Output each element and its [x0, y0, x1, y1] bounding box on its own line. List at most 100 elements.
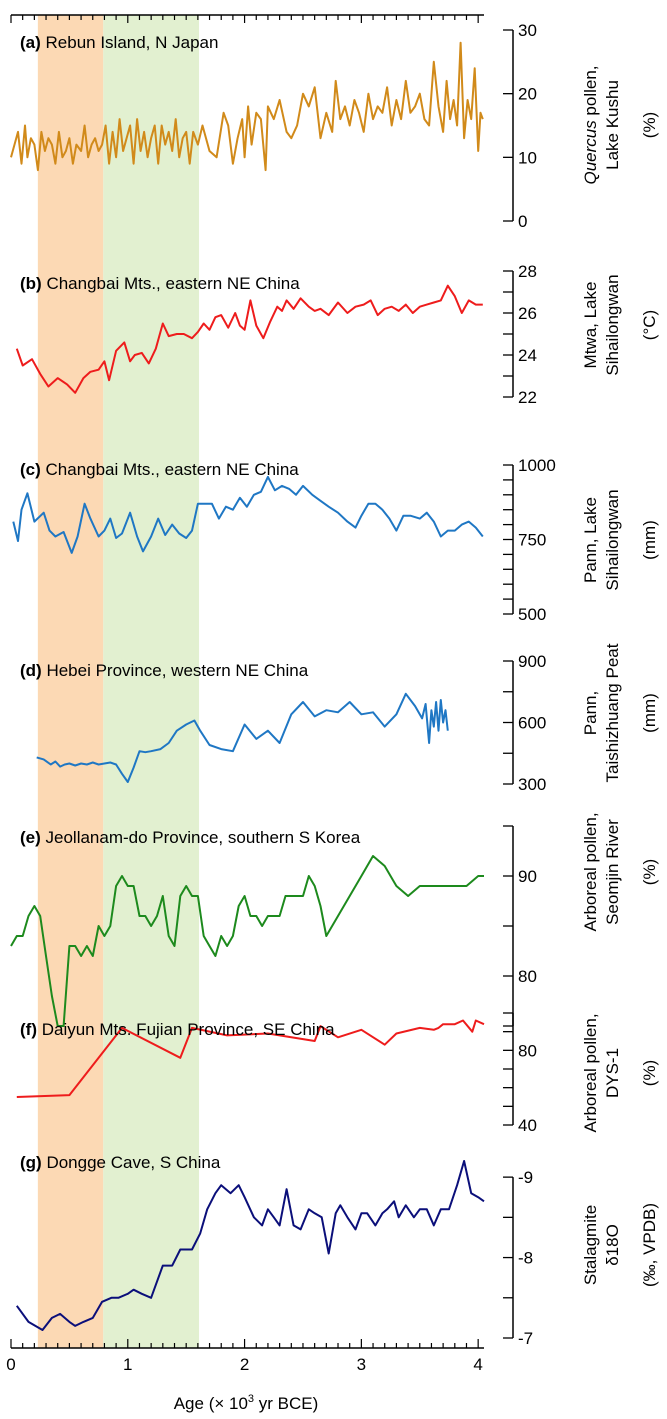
- panel-letter: (c): [20, 460, 41, 479]
- y-axis-label-text: Arboreal pollen,: [581, 812, 600, 931]
- panel-f: 40 80 (f) Daiyun Mts. Fujian Province, SE …: [16, 1012, 659, 1135]
- top-axis: [10, 14, 484, 23]
- y-axis-label-line1: Mtwa, Lake: [581, 282, 600, 369]
- panel-site: Changbai Mts., eastern NE China: [42, 274, 301, 293]
- panel-title: (e) Jeollanam-do Province, southern S Ko…: [20, 828, 361, 847]
- y-tick-label: 750: [518, 531, 546, 550]
- series-line: [10, 41, 484, 172]
- panel-title: (b) Changbai Mts., eastern NE China: [20, 274, 300, 293]
- y-axis-label-line2: Sihailongwan: [603, 489, 622, 590]
- panels: 0 10 20 30 (a) Rebun Island, N Japan Quercus …: [10, 21, 659, 1348]
- panel-title: (a) Rebun Island, N Japan: [20, 33, 218, 52]
- y-axis-label-text: Pann, Lake: [581, 497, 600, 583]
- y-axis-unit: (%): [640, 1060, 659, 1086]
- y-tick-label: 30: [518, 21, 537, 40]
- y-axis-label-line1: Pann, Lake: [581, 497, 600, 583]
- panel-b: 22 24 26 28 (b) Changbai Mts., eastern NE Ch…: [15, 262, 659, 407]
- y-tick-label: -9: [518, 1168, 533, 1187]
- y-tick-label: 0: [518, 212, 527, 231]
- panel-c: 500 750 1000 (c) Changbai Mts., eastern NE …: [12, 456, 659, 624]
- panel-site: Jeollanam-do Province, southern S Korea: [41, 828, 361, 847]
- panel-title: (d) Hebei Province, western NE China: [20, 661, 309, 680]
- panel-letter: (b): [20, 274, 42, 293]
- panel-site: Rebun Island, N Japan: [41, 33, 219, 52]
- series-line: [36, 692, 449, 783]
- bottom-axis-tick-label: 2: [240, 1355, 249, 1374]
- y-tick-label: 22: [518, 388, 537, 407]
- x-axis-label-suffix: yr BCE): [254, 1394, 318, 1413]
- panel-letter: (d): [20, 661, 42, 680]
- y-axis-label-line2: Sihailongwan: [603, 274, 622, 375]
- y-axis-unit: (%): [640, 859, 659, 885]
- y-tick-label: 1000: [518, 456, 556, 475]
- panel-letter: (e): [20, 828, 41, 847]
- shaded-bands: [37, 15, 200, 1348]
- y-tick-label: 300: [518, 775, 546, 794]
- y-axis-label-line1: Arboreal pollen,: [581, 1013, 600, 1132]
- y-axis-label-line1: Pann,: [581, 691, 600, 735]
- y-axis-label-text: Pann,: [581, 691, 600, 735]
- panel-a: 0 10 20 30 (a) Rebun Island, N Japan Quercus …: [10, 21, 659, 231]
- panel-title: (f) Daiyun Mts. Fujian Province, SE Chin…: [20, 1020, 335, 1039]
- panel-g: -7 -8 -9 (g) Dongge Cave, S China Stalagmite…: [15, 1153, 659, 1348]
- panel-site: Hebei Province, western NE China: [42, 661, 309, 680]
- x-axis-label-prefix: Age (× 10: [174, 1394, 248, 1413]
- y-tick-label: 10: [518, 148, 537, 167]
- y-axis-label-suffix: pollen,: [581, 65, 600, 120]
- y-axis-label-line2: Lake Kushu: [603, 80, 622, 170]
- panel-letter: (a): [20, 33, 41, 52]
- y-axis-label-line2: DYS-1: [603, 1048, 622, 1098]
- x-axis-label: Age (× 103 yr BCE): [174, 1393, 319, 1413]
- panel-d: 300 600 900 (d) Hebei Province, western NE …: [20, 643, 659, 794]
- y-tick-label: 600: [518, 714, 546, 733]
- y-axis-label-line2: Taishizhuang Peat: [603, 643, 622, 782]
- y-tick-label: 80: [518, 967, 537, 986]
- panel-site: Daiyun Mts. Fujian Province, SE China: [37, 1020, 335, 1039]
- bottom-axis-tick-label: 4: [473, 1355, 482, 1374]
- x-axis-label-superscript: 3: [248, 1393, 254, 1405]
- y-axis-label-text: Stalagmite: [581, 1205, 600, 1285]
- panel-site: Changbai Mts., eastern NE China: [41, 460, 300, 479]
- bottom-axis-tick-label: 1: [123, 1355, 132, 1374]
- y-tick-label: 26: [518, 304, 537, 323]
- panel-title: (g) Dongge Cave, S China: [20, 1153, 221, 1172]
- series-line: [12, 475, 484, 554]
- shaded-band-2: [103, 15, 200, 1348]
- y-axis-label-line2: Seomjin River: [603, 819, 622, 925]
- y-tick-label: 20: [518, 85, 537, 104]
- y-tick-label: -7: [518, 1329, 533, 1348]
- series-line: [15, 1160, 485, 1331]
- y-tick-label: 28: [518, 262, 537, 281]
- panel-site: Dongge Cave, S China: [42, 1153, 221, 1172]
- y-axis-label-line1: Stalagmite: [581, 1205, 600, 1285]
- panel-letter: (g): [20, 1153, 42, 1172]
- series-line: [10, 855, 484, 1027]
- series-line: [15, 284, 483, 394]
- y-axis-label-line1: Quercus pollen,: [581, 65, 600, 184]
- y-tick-label: -8: [518, 1249, 533, 1268]
- y-axis-unit: (‰, VPDB): [640, 1203, 659, 1287]
- y-tick-label: 24: [518, 346, 537, 365]
- y-axis-label-italic: Quercus: [581, 120, 600, 185]
- y-axis-unit: (°C): [640, 310, 659, 340]
- panel-letter: (f): [20, 1020, 37, 1039]
- bottom-axis-tick-label: 0: [6, 1355, 15, 1374]
- y-axis-unit: (mm): [640, 693, 659, 733]
- panel-title: (c) Changbai Mts., eastern NE China: [20, 460, 299, 479]
- series-line: [16, 1019, 485, 1098]
- y-axis-label-line1: Arboreal pollen,: [581, 812, 600, 931]
- panel-e: 80 90 (e) Jeollanam-do Province, southern …: [10, 812, 659, 1027]
- shaded-band-1: [37, 15, 104, 1348]
- y-axis-label-text: Mtwa, Lake: [581, 282, 600, 369]
- y-tick-label: 40: [518, 1116, 537, 1135]
- y-tick-label: 900: [518, 652, 546, 671]
- y-axis-label-line2: δ18O: [603, 1224, 622, 1266]
- y-tick-label: 90: [518, 867, 537, 886]
- y-axis-unit: (%): [640, 112, 659, 138]
- y-tick-label: 500: [518, 605, 546, 624]
- bottom-axis-tick-label: 3: [357, 1355, 366, 1374]
- y-axis-unit: (mm): [640, 520, 659, 560]
- y-axis-label-text: Arboreal pollen,: [581, 1013, 600, 1132]
